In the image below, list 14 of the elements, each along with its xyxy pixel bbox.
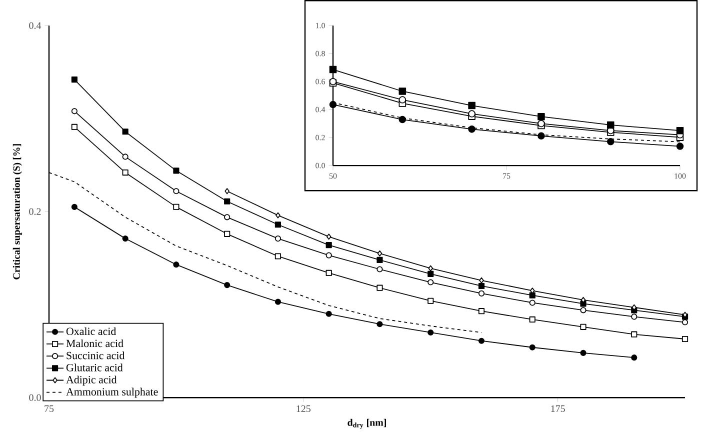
legend-label: Succinic acid (66, 352, 125, 360)
y-tick-label: 0.0 (29, 394, 41, 402)
y-tick-label: 0.2 (29, 208, 41, 216)
y-tick-label: 0.4 (29, 22, 42, 30)
legend-label: Oxalic acid (66, 328, 116, 336)
legend-label: Malonic acid (66, 340, 124, 348)
y-axis-title: Critical supersaturation (S) [%] (12, 144, 22, 280)
x-tick-label: 175 (551, 406, 565, 412)
x-tick-label: 75 (44, 406, 54, 412)
legend-label: Ammonium sulphate (66, 388, 158, 398)
x-axis-title: d$_{dry}$ [nm] (348, 419, 386, 430)
x-tick-label: 125 (296, 406, 310, 412)
legend-label: Adipic acid (66, 376, 117, 386)
legend-label: Glutaric acid (66, 364, 123, 372)
